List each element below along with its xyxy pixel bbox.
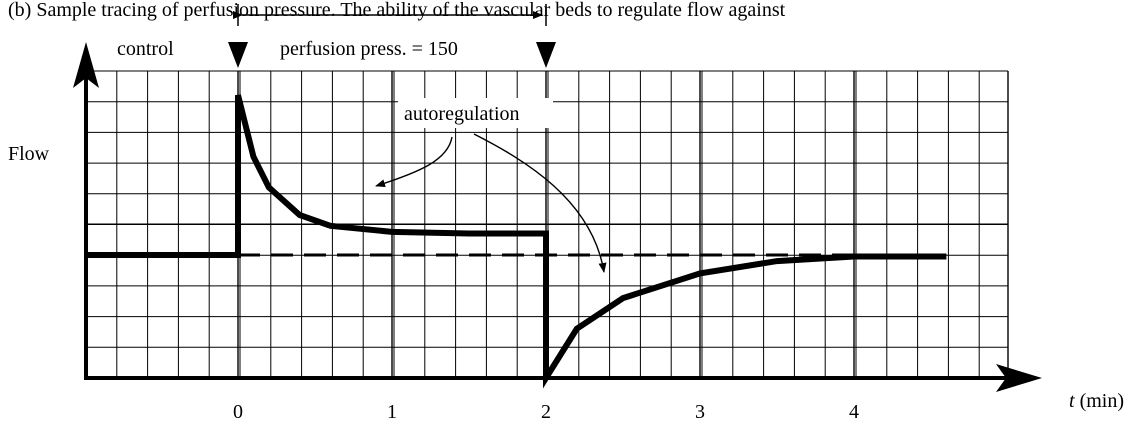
x-tick-labels: 0 1 2 3 4 xyxy=(233,401,859,423)
marker-end-triangle-icon xyxy=(536,42,556,68)
x-axis-arrow-icon xyxy=(996,364,1042,392)
x-tick-label: 2 xyxy=(541,401,551,423)
perfusion-label: perfusion press. = 150 xyxy=(280,38,458,60)
autoregulation-arrow-right xyxy=(473,133,607,273)
x-tick-label: 1 xyxy=(387,401,397,423)
y-axis-arrow-icon xyxy=(73,42,99,88)
x-axis-unit: (min) xyxy=(1075,390,1124,412)
y-axis-label: Flow xyxy=(8,143,50,165)
flow-trace-line xyxy=(84,94,947,389)
header-text: (b) Sample tracing of perfusion pressure… xyxy=(8,0,786,21)
marker-start-triangle-icon xyxy=(228,42,248,68)
control-label: control xyxy=(117,38,174,60)
x-axis-label: t (min) xyxy=(1069,390,1124,412)
x-tick-label: 0 xyxy=(233,401,243,423)
autoregulation-label: autoregulation xyxy=(404,103,520,125)
x-tick-label: 3 xyxy=(695,401,705,423)
x-tick-label: 4 xyxy=(849,401,859,423)
x-axis-variable: t xyxy=(1069,390,1075,412)
autoregulation-label-background xyxy=(398,98,553,128)
autoregulation-arrow-left xyxy=(375,136,453,188)
